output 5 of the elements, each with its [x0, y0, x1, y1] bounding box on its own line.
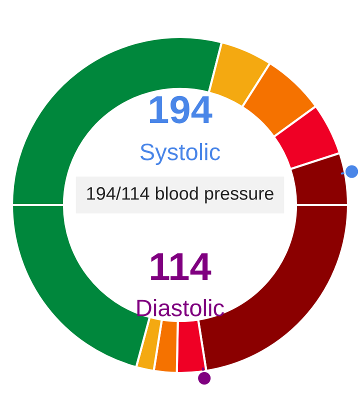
text: 114	[151, 253, 212, 280]
text: 194/114 blood pressure	[87, 186, 274, 204]
text: Systolic	[140, 142, 220, 166]
text: 194	[150, 96, 212, 124]
text: Diastolic	[137, 298, 224, 316]
